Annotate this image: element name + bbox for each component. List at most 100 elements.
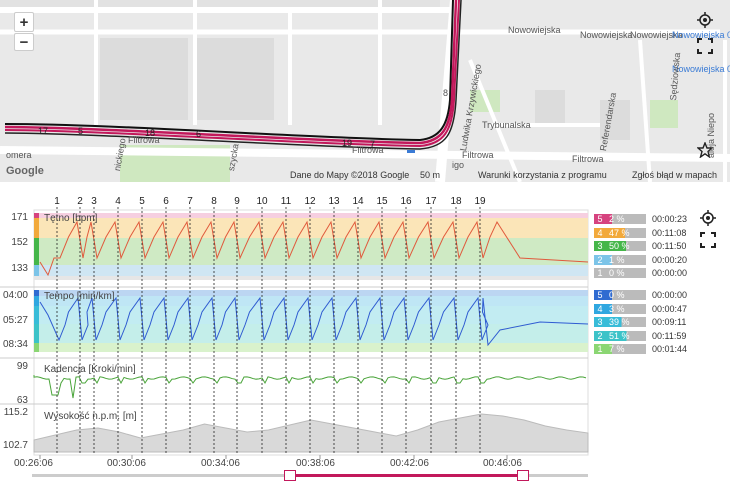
pace-zone-side-bar (34, 290, 39, 296)
zone-percent: 1 % (606, 254, 646, 265)
lap-number: 17 (425, 196, 437, 207)
lap-number: 11 (280, 196, 292, 207)
lap-number: 19 (474, 196, 486, 207)
map-canvas (0, 0, 730, 182)
pace-tick-label: 08:34 (2, 339, 28, 350)
zone-time: 00:11:08 (652, 227, 687, 238)
map-attribution: Dane do Mapy ©2018 Google (290, 170, 410, 180)
terms-link[interactable]: Warunki korzystania z programu (478, 170, 607, 180)
elevation-tick-label: 102.7 (2, 440, 28, 451)
zone-number: 2 (594, 254, 606, 265)
route-lap-marker: 18 (145, 128, 156, 138)
lap-number: 10 (256, 196, 268, 207)
lap-number: 16 (400, 196, 412, 207)
cadence-line (33, 375, 587, 399)
zone-percent: 2 % (606, 214, 646, 224)
zone-number: 2 (594, 330, 606, 341)
locate-icon[interactable] (697, 12, 713, 28)
fullscreen-icon[interactable] (697, 38, 713, 54)
zone-time: 00:11:50 (652, 241, 687, 251)
route-lap-marker: 6 (196, 129, 202, 139)
street-filtrowa-3: Filtrowa (462, 150, 494, 160)
time-axis-label: 00:42:06 (390, 458, 429, 469)
pace-zone-side-bar (34, 296, 39, 306)
lap-number: 6 (163, 196, 169, 207)
zone-number: 3 (594, 317, 606, 327)
route-map[interactable]: + − Nowowiejska Nowowiejska Nowowiejska … (0, 0, 730, 182)
zoom-out-button[interactable]: − (14, 33, 34, 51)
lap-number: 12 (304, 196, 316, 207)
range-slider-right-handle[interactable] (517, 470, 529, 481)
zone-number: 3 (594, 241, 606, 251)
cadence-tick-label: 99 (16, 361, 28, 372)
pace-zone-band (34, 306, 588, 324)
time-axis-label: 00:26:06 (14, 458, 53, 469)
zone-number: 5 (594, 290, 606, 300)
route-lap-marker: 7 (370, 139, 376, 149)
chart-fullscreen-icon[interactable] (700, 232, 716, 248)
street-trybunalska: Trybunalska (482, 120, 531, 130)
street-filtrowa-2: Filtrowa (352, 145, 384, 155)
google-logo: Google (6, 165, 44, 177)
zone-time: 00:01:44 (652, 344, 688, 354)
zone-time: 00:11:59 (652, 330, 687, 341)
lap-number: 15 (376, 196, 388, 207)
route-lap-marker: 5 (78, 126, 84, 136)
elevation-tick-label: 115.2 (3, 407, 28, 418)
time-axis-label: 00:46:06 (483, 458, 522, 469)
lap-number: 14 (352, 196, 364, 207)
elevation-area (33, 413, 589, 453)
time-axis-label: 00:34:06 (201, 458, 240, 469)
street-igo: igo (452, 160, 465, 170)
range-slider-left-handle[interactable] (284, 470, 296, 481)
zone-time: 00:09:11 (652, 317, 687, 327)
lap-number: 13 (328, 196, 340, 207)
pace-zone-band (34, 290, 588, 296)
pace-chart-label: Tempo [min/km] (44, 291, 115, 302)
route-lap-marker: 17 (38, 126, 49, 136)
zone-number: 4 (594, 303, 606, 314)
hr-zone-side-bar (34, 265, 39, 276)
street-nowowiejska-2: Nowowiejska (580, 30, 633, 40)
hr-zone-band (34, 213, 588, 218)
hr-zone-side-bar (34, 213, 39, 218)
map-scale: 50 m (420, 170, 441, 180)
hr-zone-band (34, 238, 588, 265)
chart-settings-gear-icon[interactable] (700, 210, 716, 226)
street-nowowiejska-3: Nowowiejska (630, 30, 683, 40)
street-nowowiejska-1: Nowowiejska (508, 25, 561, 35)
hr-chart-label: Tętno [bpm] (44, 213, 98, 224)
chart-canvas (0, 207, 589, 459)
zone-number: 1 (594, 344, 606, 354)
route-lap-marker: 19 (342, 138, 353, 148)
lap-number: 3 (91, 196, 97, 207)
stop-nowowiejska-04: Nowowiejska 04 (672, 64, 730, 74)
hr-tick-label: 171 (11, 212, 28, 223)
street-aleja-niepodleglosci: aleja Niepo (706, 112, 716, 158)
cadence-chart-label: Kadencja [Kroki/min] (44, 364, 136, 375)
lap-number: 9 (234, 196, 240, 207)
pace-zone-band (34, 343, 588, 352)
elevation-chart-label: Wysokość n.p.m. [m] (44, 411, 137, 422)
lap-number: 7 (187, 196, 193, 207)
zone-percent: 7 % (606, 344, 646, 354)
report-error-link[interactable]: Zgłoś błąd w mapach (632, 170, 718, 180)
lap-number: 5 (139, 196, 145, 207)
hr-zone-band (34, 265, 588, 276)
zone-percent: 50 % (606, 241, 646, 251)
pace-tick-label: 04:00 (2, 290, 28, 301)
street-filtrowa-1: Filtrowa (128, 135, 160, 145)
stop-nowowiejska-05: Nowowiejska 05 (672, 30, 730, 40)
zone-number: 5 (594, 214, 606, 224)
zone-number: 1 (594, 268, 606, 278)
route-marker-8: 8 (443, 88, 449, 98)
pace-zone-side-bar (34, 306, 39, 324)
hr-zone-band (34, 276, 588, 280)
street-filtrowa-4: Filtrowa (572, 154, 604, 164)
zoom-in-button[interactable]: + (14, 12, 34, 32)
cadence-tick-label: 63 (16, 395, 28, 406)
lap-number: 2 (77, 196, 83, 207)
pace-zone-side-bar (34, 324, 39, 343)
pace-tick-label: 05:27 (2, 315, 28, 326)
favorite-star-icon[interactable] (697, 142, 713, 158)
